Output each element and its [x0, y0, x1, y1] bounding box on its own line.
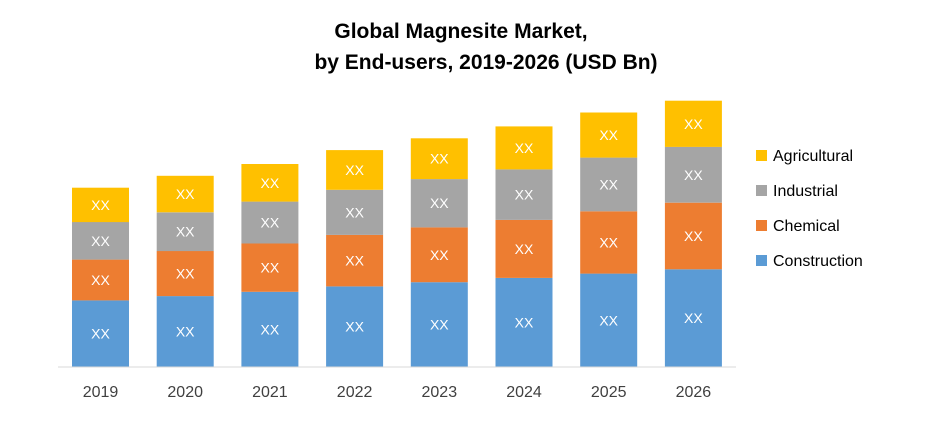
bar-chemical-2022	[326, 234, 384, 287]
data-label-agricultural-2025: XX	[599, 127, 618, 143]
bar-construction-2023	[410, 282, 468, 367]
bar-construction-2025	[580, 273, 638, 367]
bar-industrial-2024	[495, 169, 553, 220]
bar-industrial-2019	[72, 222, 129, 260]
bar-industrial-2023	[410, 179, 468, 228]
bar-agricultural-2024	[495, 126, 553, 170]
x-tick-label-2024: 2024	[506, 384, 542, 401]
x-tick-label-2022: 2022	[337, 384, 373, 401]
bar-industrial-2022	[326, 189, 384, 235]
bar-construction-2019	[72, 300, 129, 367]
legend-swatch-industrial	[756, 185, 767, 196]
data-label-agricultural-2020: XX	[176, 186, 195, 202]
data-label-chemical-2021: XX	[261, 260, 280, 276]
bar-industrial-2025	[580, 157, 638, 212]
data-label-industrial-2021: XX	[261, 215, 280, 231]
bar-chemical-2023	[410, 227, 468, 283]
legend-label-chemical: Chemical	[773, 218, 840, 235]
legend-swatch-chemical	[756, 220, 767, 231]
x-tick-label-2025: 2025	[591, 384, 627, 401]
bar-agricultural-2019	[72, 187, 129, 223]
data-label-construction-2024: XX	[515, 314, 534, 330]
data-label-chemical-2019: XX	[91, 272, 110, 288]
data-label-chemical-2026: XX	[684, 228, 703, 244]
x-tick-label-2019: 2019	[83, 384, 119, 401]
data-label-agricultural-2024: XX	[515, 140, 534, 156]
bar-construction-2021	[241, 291, 299, 367]
chart-title-line-2: by End-users, 2019-2026 (USD Bn)	[314, 51, 657, 74]
bar-chemical-2024	[495, 219, 553, 278]
data-label-chemical-2025: XX	[599, 234, 618, 250]
bar-agricultural-2023	[410, 138, 468, 180]
bar-chemical-2019	[72, 259, 129, 301]
legend-label-industrial: Industrial	[773, 183, 838, 200]
legend: Agricultural Industrial Chemical Constructi…	[756, 148, 863, 270]
bar-chemical-2025	[580, 211, 638, 274]
data-label-construction-2026: XX	[684, 310, 703, 326]
x-tick-label-2020: 2020	[167, 384, 203, 401]
data-label-chemical-2024: XX	[515, 241, 534, 257]
bar-industrial-2026	[664, 146, 722, 203]
data-label-industrial-2022: XX	[345, 204, 364, 220]
legend-label-agricultural: Agricultural	[773, 148, 853, 165]
data-label-construction-2020: XX	[176, 324, 195, 340]
bar-chemical-2020	[156, 251, 214, 297]
bar-construction-2026	[664, 269, 722, 367]
bar-agricultural-2020	[156, 175, 214, 213]
bar-agricultural-2025	[580, 112, 638, 158]
legend-swatch-agricultural	[756, 150, 767, 161]
data-label-agricultural-2021: XX	[261, 175, 280, 191]
data-label-industrial-2019: XX	[91, 233, 110, 249]
x-tick-label-2021: 2021	[252, 384, 288, 401]
bar-chemical-2021	[241, 243, 299, 292]
legend-swatch-construction	[756, 255, 767, 266]
bar-agricultural-2026	[664, 100, 722, 147]
data-label-chemical-2022: XX	[345, 253, 364, 269]
data-label-agricultural-2023: XX	[430, 151, 449, 167]
data-label-construction-2022: XX	[345, 319, 364, 335]
bar-industrial-2020	[156, 212, 214, 252]
data-label-construction-2025: XX	[599, 312, 618, 328]
x-tick-label-2026: 2026	[676, 384, 712, 401]
plot-area: XX XX XX XX XX XX XX XX XX XX XX XX XX XX XX XX XX XX XX XX…	[72, 100, 722, 367]
legend-label-construction: Construction	[773, 253, 863, 270]
x-tick-label-2023: 2023	[422, 384, 458, 401]
x-axis-ticks: 2019 2020 2021 2022 2023 2024 2025 2026	[83, 384, 712, 401]
bar-construction-2022	[326, 286, 384, 367]
bar-construction-2020	[156, 296, 214, 367]
data-label-industrial-2024: XX	[515, 187, 534, 203]
bar-chemical-2026	[664, 202, 722, 270]
data-label-agricultural-2019: XX	[91, 197, 110, 213]
data-label-industrial-2026: XX	[684, 167, 703, 183]
chart-title-line-1: Global Magnesite Market,	[334, 20, 587, 43]
data-label-industrial-2023: XX	[430, 195, 449, 211]
data-label-agricultural-2022: XX	[345, 162, 364, 178]
bar-industrial-2021	[241, 201, 299, 244]
data-label-chemical-2020: XX	[176, 266, 195, 282]
data-label-construction-2019: XX	[91, 326, 110, 342]
data-label-industrial-2025: XX	[599, 176, 618, 192]
bar-agricultural-2021	[241, 164, 299, 202]
bar-construction-2024	[495, 277, 553, 367]
bar-agricultural-2022	[326, 150, 384, 190]
data-label-agricultural-2026: XX	[684, 116, 703, 132]
data-label-industrial-2020: XX	[176, 224, 195, 240]
data-label-construction-2023: XX	[430, 317, 449, 333]
data-label-chemical-2023: XX	[430, 247, 449, 263]
data-label-construction-2021: XX	[261, 321, 280, 337]
